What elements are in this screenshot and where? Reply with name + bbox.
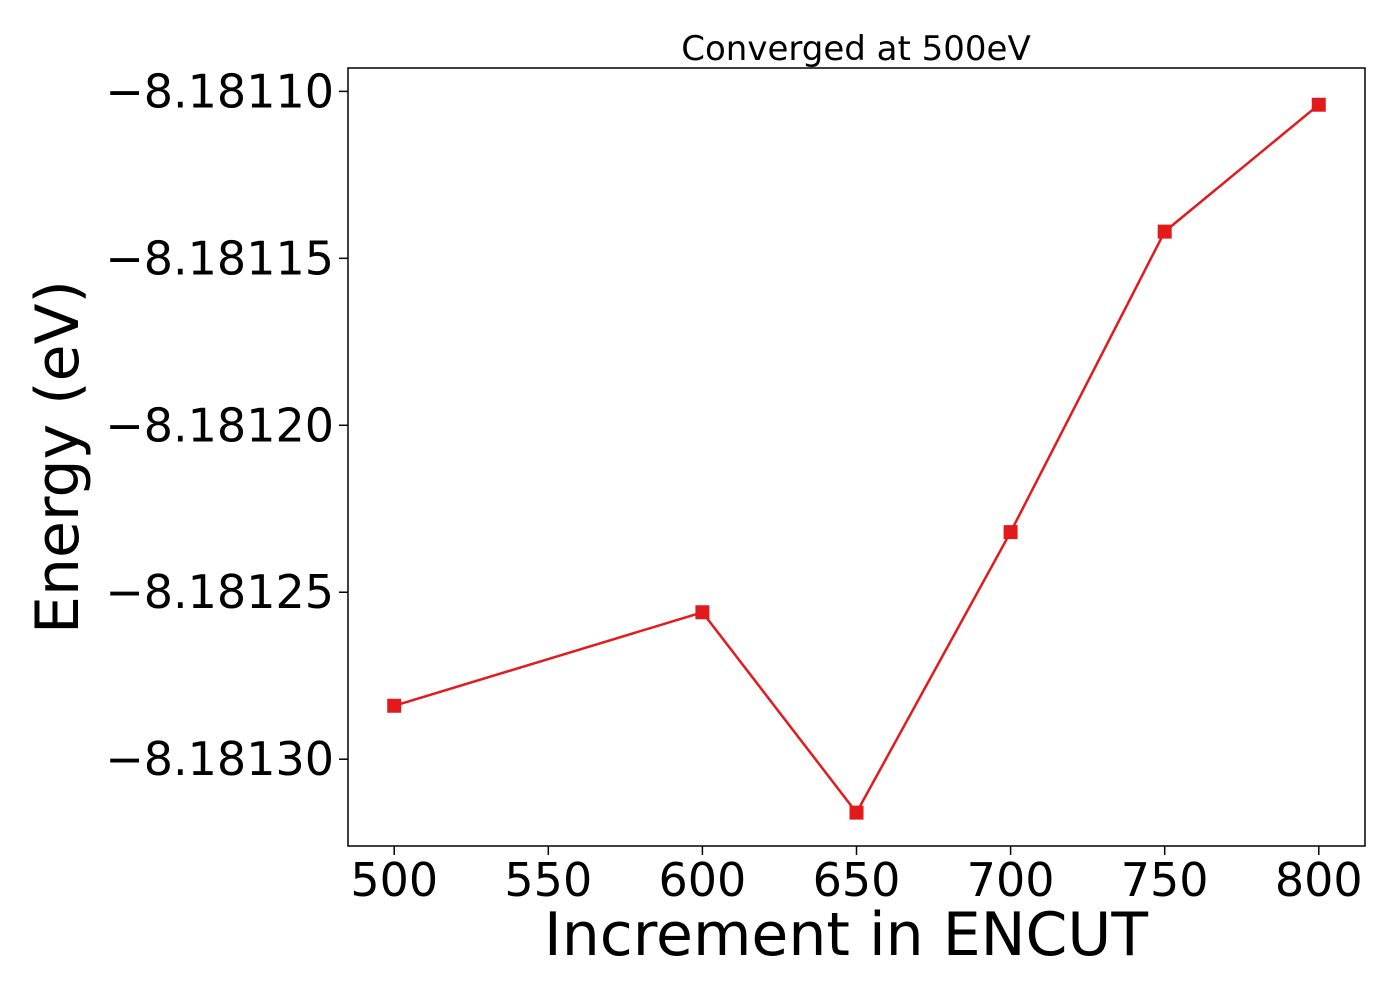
plot-layer: [387, 97, 1326, 820]
data-point-marker: [1003, 525, 1018, 540]
y-tick-label: −8.18110: [105, 64, 334, 118]
x-tick-label: 550: [504, 853, 592, 907]
data-point-marker: [1157, 224, 1172, 239]
data-point-marker: [1311, 97, 1326, 112]
series-line: [393, 103, 1320, 815]
x-axis-title: Increment in ENCUT: [544, 900, 1148, 970]
y-tick-label: −8.18130: [105, 732, 334, 786]
chart-title: Converged at 500eV: [681, 29, 1030, 69]
y-axis-title: Energy (eV): [23, 280, 93, 634]
y-tick-label: −8.18125: [105, 565, 334, 619]
x-tick-label: 800: [1275, 853, 1363, 907]
data-point-marker: [695, 605, 710, 620]
x-tick-label: 600: [659, 853, 747, 907]
plot-frame: [347, 67, 1366, 847]
data-point-marker: [387, 698, 402, 713]
data-point-marker: [849, 805, 864, 820]
x-tick-label: 500: [350, 853, 438, 907]
x-tick-label: 650: [813, 853, 901, 907]
y-tick-label: −8.18115: [105, 231, 334, 285]
y-tick-label: −8.18120: [105, 398, 334, 452]
x-tick-label: 750: [1121, 853, 1209, 907]
x-tick-label: 700: [967, 853, 1055, 907]
